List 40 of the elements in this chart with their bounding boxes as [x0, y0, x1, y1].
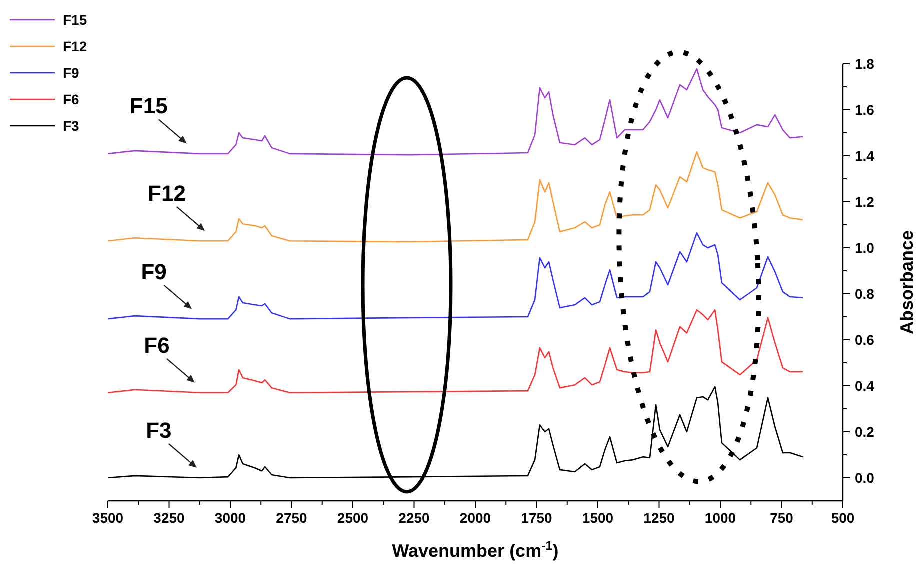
- y-tick-label: 1.2: [855, 194, 875, 210]
- annotation: F15: [130, 94, 168, 119]
- y-tick-label: 1.0: [855, 240, 875, 256]
- y-tick-label: 0.0: [855, 470, 875, 486]
- annotation: F6: [144, 332, 170, 358]
- x-tick-label: 1000: [704, 510, 736, 526]
- legend-label: F12: [63, 38, 88, 54]
- line-series: [107, 232, 804, 320]
- legend-label: F9: [63, 65, 80, 81]
- x-tick-label: 2000: [460, 510, 492, 526]
- legend-label: F15: [63, 12, 88, 28]
- y-tick-label: 1.8: [855, 56, 875, 72]
- x-tick-label: 3000: [214, 510, 246, 526]
- x-tick-label: 500: [831, 510, 855, 526]
- y-tick-label: 0.8: [855, 286, 875, 302]
- line-series: [107, 386, 804, 479]
- y-tick-label: 1.4: [855, 148, 875, 164]
- line-series: [107, 309, 804, 394]
- x-axis-title: Wavenumber (cm$^{-1}$): [392, 539, 559, 561]
- annotation: F9: [141, 259, 167, 284]
- x-tick-label: 1750: [521, 510, 553, 526]
- x-tick-label: 1500: [582, 510, 614, 526]
- y-tick-label: 0.6: [855, 332, 875, 348]
- x-tick-label: 3250: [154, 510, 186, 526]
- y-tick-label: 0.4: [855, 378, 875, 394]
- x-tick-label: 3500: [92, 510, 124, 526]
- annotation: F12: [148, 181, 186, 206]
- x-tick-label: 2250: [398, 510, 430, 526]
- x-tick-label: 2500: [337, 510, 369, 526]
- x-tick-label: 1250: [644, 510, 676, 526]
- annotation: F3: [146, 418, 172, 443]
- y-tick-label: 0.2: [855, 424, 875, 440]
- line-series: [107, 68, 804, 156]
- legend-label: F3: [63, 118, 80, 134]
- x-tick-label: 2750: [276, 510, 308, 526]
- x-tick-label: 750: [770, 510, 794, 526]
- y-axis-title: Absorbance: [897, 230, 917, 335]
- legend-label: F6: [63, 92, 80, 108]
- y-tick-label: 1.6: [855, 102, 875, 118]
- line-series: [107, 151, 804, 243]
